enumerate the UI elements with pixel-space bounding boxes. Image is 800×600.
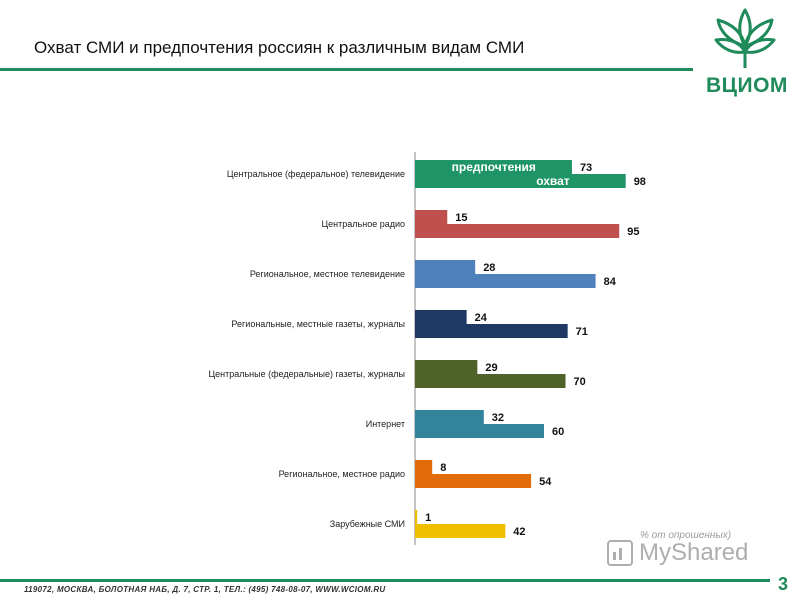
- category-label: Зарубежные СМИ: [330, 519, 405, 529]
- category-label: Центральные (федеральные) газеты, журнал…: [208, 369, 405, 379]
- value-label-reach: 71: [576, 326, 588, 338]
- bar-reach: [415, 474, 532, 488]
- bar-reach: [415, 374, 566, 388]
- bar-reach: [415, 424, 544, 438]
- header-divider: [0, 68, 693, 71]
- bar-preference: [415, 310, 467, 324]
- sprout-leaves-icon: [714, 8, 776, 68]
- unit-note: % от опрошенных): [640, 530, 732, 541]
- bar-reach: [415, 524, 506, 538]
- value-label-preference: 29: [485, 362, 497, 374]
- value-label-reach: 98: [634, 176, 646, 188]
- footer-address: 119072, МОСКВА, БОЛОТНАЯ НАБ, Д. 7, СТР.…: [24, 585, 386, 594]
- category-label: Региональное, местное радио: [279, 469, 405, 479]
- value-label-reach: 60: [552, 426, 564, 438]
- bar-reach: [415, 274, 596, 288]
- value-label-reach: 95: [627, 226, 639, 238]
- value-label-reach: 54: [539, 476, 552, 488]
- value-label-preference: 8: [440, 462, 446, 474]
- logo-text: ВЦИОМ: [706, 74, 788, 97]
- bar-preference: [415, 210, 448, 224]
- bar-preference: [415, 260, 476, 274]
- bar-reach: [415, 224, 620, 238]
- bar-preference: [415, 460, 433, 474]
- series-label-reach: охват: [536, 174, 570, 188]
- page-number: 3: [778, 574, 789, 594]
- page-title: Охват СМИ и предпочтения россиян к разли…: [34, 38, 525, 57]
- watermark: MyShared: [607, 536, 748, 570]
- value-label-reach: 70: [574, 376, 586, 388]
- value-label-preference: 24: [475, 312, 488, 324]
- value-label-preference: 15: [455, 212, 467, 224]
- value-label-preference: 1: [425, 512, 431, 524]
- watermark-text: MyShared: [639, 539, 749, 566]
- category-label: Центральное радио: [322, 219, 405, 229]
- bar-preference: [415, 510, 418, 524]
- category-label: Центральное (федеральное) телевидение: [227, 169, 405, 179]
- value-label-preference: 28: [483, 262, 495, 274]
- value-label-preference: 32: [492, 412, 504, 424]
- footer-divider: [0, 579, 770, 582]
- bar-reach: [415, 324, 568, 338]
- value-label-preference: 73: [580, 162, 592, 174]
- chart-board-icon: [607, 540, 633, 566]
- category-label: Региональное, местное телевидение: [250, 269, 405, 279]
- bar-preference: [415, 410, 484, 424]
- series-label-preference: предпочтения: [452, 160, 536, 174]
- value-label-reach: 42: [513, 526, 525, 538]
- bar-reach: [415, 174, 626, 188]
- category-label: Региональные, местные газеты, журналы: [231, 319, 405, 329]
- value-label-reach: 84: [604, 276, 617, 288]
- category-label: Интернет: [366, 419, 405, 429]
- bar-preference: [415, 160, 572, 174]
- bar-preference: [415, 360, 478, 374]
